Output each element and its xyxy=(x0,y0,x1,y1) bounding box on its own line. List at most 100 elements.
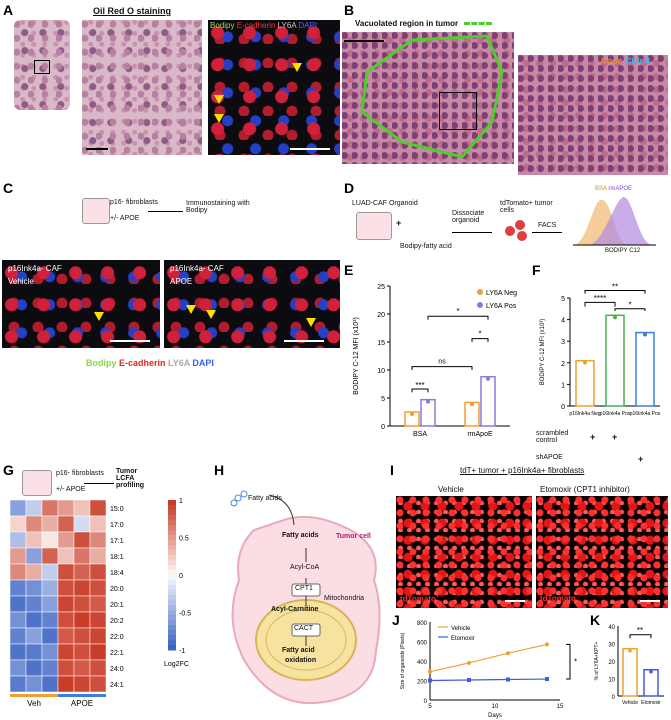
colorbar-segment xyxy=(168,595,176,601)
heatmap-cell xyxy=(73,611,91,629)
d-step3: tdTomato+ tumor cells xyxy=(500,200,553,214)
heatmap-cell xyxy=(89,675,107,693)
k-bar xyxy=(622,648,638,697)
f-ytick-label: 4 xyxy=(561,318,565,325)
heatmap-cell xyxy=(89,579,107,597)
heatmap-cell xyxy=(25,643,43,661)
flow-treatment-g: +/- APOE xyxy=(56,486,86,493)
panel-g-letter: G xyxy=(3,462,14,478)
colorbar-segment xyxy=(168,515,176,521)
h-acyl-coa: Acyl-CoA xyxy=(290,564,320,571)
f-bar xyxy=(605,314,625,407)
d-step2: Dissociate organoid xyxy=(452,210,485,224)
flow-arrow-g xyxy=(84,483,114,484)
fluorescence-c-vehicle xyxy=(2,260,160,348)
vacuolated-outline xyxy=(360,34,504,159)
heatmap-cell xyxy=(57,579,75,597)
f-ytick-label: 5 xyxy=(561,296,565,303)
i-left-title: Vehicle xyxy=(438,485,464,494)
heatmap-cell xyxy=(9,579,27,597)
colorbar-segment xyxy=(168,550,176,556)
f-row1-label: scrambled control xyxy=(536,430,569,444)
heatmap-cell xyxy=(57,627,75,645)
e-xtick-label: BSA xyxy=(413,431,427,438)
e-point xyxy=(470,402,474,407)
f-row2-plus: + xyxy=(638,454,644,464)
heatmap-cell xyxy=(57,595,75,613)
arrowhead-c3 xyxy=(206,310,216,319)
f-bracket-1 xyxy=(584,301,616,307)
e-bar xyxy=(464,401,480,427)
colorbar-segment xyxy=(168,635,176,641)
heatmap-cell xyxy=(57,675,75,693)
heatmap-cell xyxy=(25,611,43,629)
apoe-cldn4-zoom xyxy=(518,55,668,175)
j-ylabel: Size of organoids (Pixels) xyxy=(400,632,406,689)
k-bar xyxy=(643,669,659,697)
heatmap-cell xyxy=(41,611,59,629)
i-header: tdT+ tumor + p16Ink4a+ fibroblasts xyxy=(460,466,585,475)
heatmap-g: 15:0 17:0 17:1 18:1 18:4 20:0 20:1 20:2 22:0 22:1… xyxy=(9,498,191,708)
chart-k: 0 10 20 30 40 % of LY6A+KPT+ Vehicle Etomoxir ** xyxy=(594,625,664,706)
f-bar xyxy=(575,359,595,407)
e-bracket-1 xyxy=(411,388,429,393)
c-stain-bodipy: Bodipy xyxy=(86,358,117,368)
scale-bar-a1 xyxy=(86,148,108,150)
heatmap-cell xyxy=(57,515,75,533)
heatmap-cell xyxy=(41,515,59,533)
colorbar-segment xyxy=(168,530,176,536)
flow-treatment-c: +/- APOE xyxy=(110,215,140,222)
heatmap-row-label: 20:2 xyxy=(110,618,124,625)
heatmap-row-label: 22:0 xyxy=(110,634,124,641)
chart-f: 0 1 2 3 4 5 BODIPY C-12 MFI (x10³) p16Ink4a Neg… xyxy=(540,282,661,417)
heatmap-row-label: 18:4 xyxy=(110,570,124,577)
facs-histogram xyxy=(573,196,656,246)
colorbar-segment xyxy=(168,620,176,626)
d-step1: LUAD-CAF Organoid xyxy=(352,200,418,207)
heatmap-cell xyxy=(25,659,43,677)
f-point xyxy=(583,360,587,365)
j-ytick-label: 800 xyxy=(417,621,428,627)
heatmap-cell xyxy=(73,643,91,661)
colorbar-segment xyxy=(168,630,176,636)
j-point xyxy=(545,642,549,647)
k-xtick-label: Etomoxir xyxy=(641,700,661,706)
colorbar-tick-label: -1 xyxy=(179,648,185,655)
h-fatty-acids-in: Fatty acids xyxy=(282,532,319,539)
heatmap-cell xyxy=(89,659,107,677)
heatmap-cell xyxy=(89,531,107,549)
panel-c-stain-legend: Bodipy E-cadherin LY6A DAPI xyxy=(86,358,214,368)
e-ytick-label: 10 xyxy=(377,368,385,375)
colorbar-segment xyxy=(168,525,176,531)
scale-bar-a2 xyxy=(290,148,330,150)
j-point xyxy=(467,660,471,665)
heatmap-cell xyxy=(89,627,107,645)
j-xtick-label: 5 xyxy=(428,704,432,710)
heatmap-cell xyxy=(41,595,59,613)
heatmap-cell xyxy=(57,547,75,565)
e-legend-dot xyxy=(477,289,483,295)
panel-a-stain-legend: Bodipy E-cadherin LY6A DAPI xyxy=(210,21,317,30)
d-step1b: Bodipy-fatty acid xyxy=(400,243,452,250)
f-bar xyxy=(635,331,655,407)
colorbar-segment xyxy=(168,520,176,526)
heatmap-cell xyxy=(41,579,59,597)
panel-c-letter: C xyxy=(3,180,14,196)
flow-result-g: Tumor LCFA profiling xyxy=(116,468,144,489)
k-ytick-label: 40 xyxy=(608,625,615,631)
k-ylabel: % of LY6A+KPT+ xyxy=(594,642,600,681)
f-xtick-label: p16Ink4a Neg xyxy=(569,411,600,417)
f-row2-label: shAPOE xyxy=(536,454,563,461)
heatmap-cell xyxy=(9,659,27,677)
c-vehicle-label2: Vehicle xyxy=(8,277,34,286)
heatmap-cell xyxy=(57,499,75,517)
colorbar-tick-label: 0 xyxy=(179,573,183,580)
heatmap-cell xyxy=(25,515,43,533)
stain-dapi: DAPI xyxy=(298,21,318,30)
colorbar-segment xyxy=(168,580,176,586)
heatmap-cell xyxy=(57,611,75,629)
e-point xyxy=(426,399,430,404)
heatmap-cell xyxy=(9,563,27,581)
heatmap-cell xyxy=(73,499,91,517)
scale-bar-b xyxy=(344,40,384,42)
